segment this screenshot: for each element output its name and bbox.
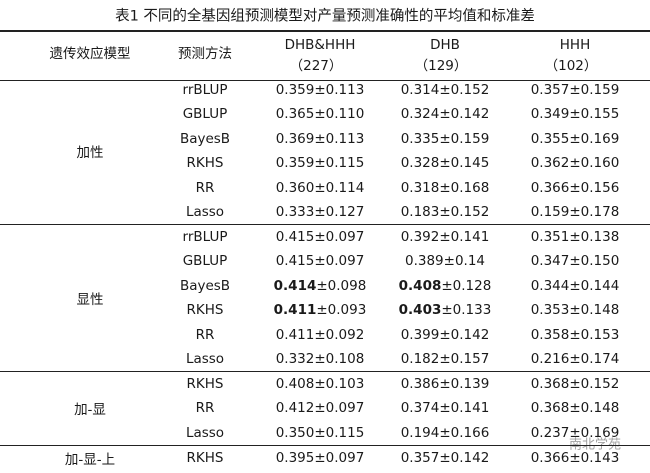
method-cell: RKHS: [186, 302, 224, 319]
value-cell: 0.408±0.128: [399, 278, 492, 294]
value-bold: 0.414: [273, 277, 317, 294]
value-cell: 0.399±0.142: [400, 326, 490, 343]
method-cell: Lasso: [185, 351, 225, 367]
value-cell: 0.366±0.143: [530, 449, 620, 466]
value-cell: 0.389±0.14: [404, 253, 486, 270]
value-cell: 0.347±0.150: [530, 253, 620, 270]
value-bold: 0.403: [398, 302, 442, 319]
value-cell: 0.414±0.098: [274, 278, 367, 294]
value-cell: 0.318±0.168: [400, 179, 490, 196]
method-cell: RR: [195, 326, 215, 343]
value-cell: 0.368±0.148: [530, 400, 620, 417]
method-cell: GBLUP: [182, 253, 228, 270]
header-count: （227）: [289, 58, 343, 74]
value-cell: 0.350±0.115: [275, 424, 365, 441]
value-cell: 0.182±0.157: [400, 351, 490, 367]
method-cell: BayesB: [179, 277, 231, 294]
value-cell: 0.374±0.141: [400, 400, 490, 417]
value-cell: 0.359±0.115: [275, 155, 365, 172]
value-cell: 0.403±0.133: [399, 302, 492, 318]
value-cell: 0.392±0.141: [400, 229, 490, 245]
value-cell: 0.408±0.103: [275, 376, 365, 392]
top-rule: [0, 30, 650, 32]
method-cell: RKHS: [186, 376, 224, 392]
header-population: DHB: [430, 37, 460, 53]
header-method: 预测方法: [178, 46, 232, 62]
value-cell: 0.333±0.127: [275, 204, 365, 220]
value-cell: 0.358±0.153: [530, 326, 620, 343]
value-cell: 0.366±0.156: [530, 179, 620, 196]
value-cell: 0.344±0.144: [530, 277, 620, 294]
method-cell: GBLUP: [182, 106, 228, 123]
value-cell: 0.365±0.110: [275, 106, 365, 123]
value-bold: 0.408: [398, 277, 442, 294]
value-cell: 0.359±0.113: [275, 82, 365, 98]
method-cell: BayesB: [179, 130, 231, 147]
method-cell: RKHS: [186, 449, 224, 466]
header-rule: [0, 80, 650, 81]
header-population: HHH: [559, 37, 591, 53]
value-cell: 0.328±0.145: [400, 155, 490, 172]
value-cell: 0.368±0.152: [530, 376, 620, 392]
group-rule: [0, 444, 650, 446]
group-rule: [0, 224, 650, 225]
header-population: DHB&HHH: [284, 37, 356, 53]
value-cell: 0.357±0.159: [530, 82, 620, 98]
group-rule: [0, 371, 650, 372]
value-rest: ±0.133: [441, 302, 492, 319]
value-cell: 0.324±0.142: [400, 106, 490, 123]
value-cell: 0.183±0.152: [400, 204, 490, 220]
value-cell: 0.353±0.148: [530, 302, 620, 319]
table-title: 表1 不同的全基因组预测模型对产量预测准确性的平均值和标准差: [115, 8, 535, 25]
value-cell: 0.194±0.166: [400, 424, 490, 441]
method-cell: Lasso: [185, 424, 225, 441]
value-cell: 0.159±0.178: [530, 204, 620, 220]
value-cell: 0.369±0.113: [275, 130, 365, 147]
header-count: （102）: [544, 58, 598, 74]
group-label: 加-显: [74, 402, 106, 419]
method-cell: rrBLUP: [182, 229, 228, 245]
value-cell: 0.355±0.169: [530, 130, 620, 147]
value-cell: 0.412±0.097: [275, 400, 365, 417]
value-rest: ±0.093: [316, 302, 367, 319]
value-cell: 0.237±0.169: [530, 424, 620, 441]
value-cell: 0.395±0.097: [275, 449, 365, 466]
value-cell: 0.351±0.138: [530, 229, 620, 245]
value-cell: 0.357±0.142: [400, 449, 490, 466]
value-cell: 0.332±0.108: [275, 351, 365, 367]
header-model: 遗传效应模型: [49, 46, 131, 62]
header-count: （129）: [414, 58, 468, 74]
group-label: 加-显-上: [64, 451, 116, 468]
group-label: 加性: [76, 145, 104, 161]
value-cell: 0.335±0.159: [400, 130, 490, 147]
method-cell: rrBLUP: [182, 82, 228, 98]
value-cell: 0.415±0.097: [275, 229, 365, 245]
value-cell: 0.314±0.152: [400, 82, 490, 98]
value-rest: ±0.128: [441, 277, 492, 294]
value-bold: 0.411: [273, 302, 317, 319]
group-label: 显性: [76, 292, 104, 308]
method-cell: RKHS: [186, 155, 224, 172]
value-cell: 0.386±0.139: [400, 376, 490, 392]
value-cell: 0.360±0.114: [275, 179, 365, 196]
value-cell: 0.411±0.092: [275, 326, 365, 343]
method-cell: Lasso: [185, 204, 225, 220]
value-cell: 0.216±0.174: [530, 351, 620, 367]
value-cell: 0.349±0.155: [530, 106, 620, 123]
value-cell: 0.415±0.097: [275, 253, 365, 270]
value-cell: 0.362±0.160: [530, 155, 620, 172]
method-cell: RR: [195, 400, 215, 417]
value-cell: 0.411±0.093: [274, 302, 367, 318]
method-cell: RR: [195, 179, 215, 196]
value-rest: ±0.098: [316, 277, 367, 294]
